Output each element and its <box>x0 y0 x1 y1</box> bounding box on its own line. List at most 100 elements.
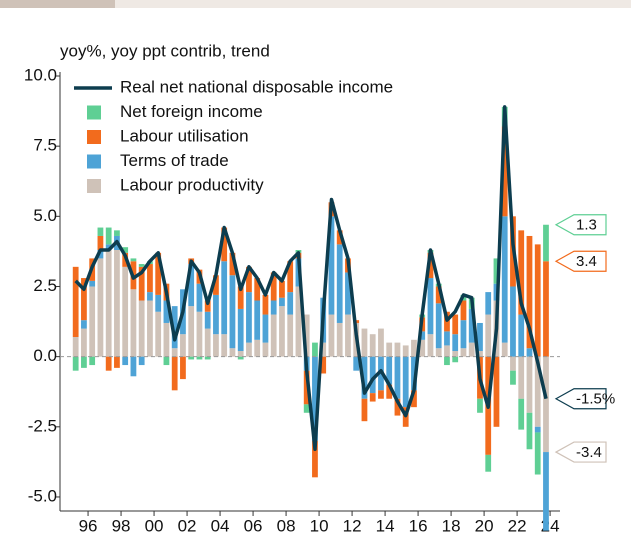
bar <box>196 356 203 360</box>
bar <box>518 398 525 430</box>
bar <box>196 283 203 312</box>
bar <box>122 356 129 366</box>
legend-label: Net foreign income <box>120 102 263 121</box>
bar <box>534 356 541 427</box>
bar <box>270 314 277 357</box>
bar <box>435 348 442 357</box>
bar <box>295 286 302 357</box>
bar <box>493 258 500 284</box>
bar <box>171 356 178 391</box>
bar <box>147 264 153 293</box>
bar <box>221 227 228 262</box>
end-tag-label: -1.5% <box>576 391 615 408</box>
bar <box>213 294 219 335</box>
bar <box>72 356 79 371</box>
bar <box>72 337 79 357</box>
bar <box>526 348 533 357</box>
bar <box>287 314 294 357</box>
bar <box>452 334 459 352</box>
end-tag <box>554 214 607 236</box>
y-tick-label: -5.0 <box>28 486 57 505</box>
bar <box>147 292 153 301</box>
bar <box>188 356 195 360</box>
bar <box>460 348 467 357</box>
bar <box>411 390 417 408</box>
bar <box>204 300 211 312</box>
bar <box>246 266 252 293</box>
bar <box>353 356 360 371</box>
bar <box>369 334 376 357</box>
bar <box>510 286 516 357</box>
bar <box>237 356 244 360</box>
bar <box>402 356 409 408</box>
bar <box>303 404 310 413</box>
bar <box>229 348 236 357</box>
bar <box>114 250 120 357</box>
bar <box>444 331 450 346</box>
bar <box>328 314 335 357</box>
bar <box>427 278 434 335</box>
bar <box>254 300 261 340</box>
bar <box>303 370 310 405</box>
x-tick-label: 18 <box>442 516 461 535</box>
bar <box>394 356 401 399</box>
bar <box>378 328 384 357</box>
bar <box>427 252 434 279</box>
bar <box>543 356 549 453</box>
bar <box>386 384 393 399</box>
bar <box>303 314 310 357</box>
bar <box>435 303 442 349</box>
bar <box>114 356 120 368</box>
bar <box>369 356 376 394</box>
bar <box>534 432 541 475</box>
bar <box>81 356 87 368</box>
bar <box>262 342 269 357</box>
bar <box>97 235 104 250</box>
end-tag-label: -3.4 <box>576 444 602 461</box>
bar <box>270 300 277 315</box>
bar <box>460 320 467 349</box>
x-tick-label: 12 <box>343 516 362 535</box>
bar <box>477 351 483 357</box>
line <box>74 105 548 452</box>
x-tick-label: 22 <box>508 516 527 535</box>
bar <box>221 334 228 357</box>
bar <box>237 308 244 352</box>
bar <box>81 328 87 357</box>
x-tick-label: 20 <box>475 516 494 535</box>
bar <box>526 356 533 413</box>
legend-swatch <box>87 130 101 144</box>
legend-swatch <box>87 105 101 120</box>
bar <box>270 272 277 301</box>
bar <box>386 342 393 357</box>
bar <box>485 454 492 472</box>
bar <box>411 356 417 391</box>
bar <box>361 398 368 422</box>
y-tick-label: 5.0 <box>33 206 57 225</box>
bar <box>163 300 170 323</box>
bar <box>452 356 459 363</box>
bar <box>336 244 343 323</box>
y-tick-label: -2.5 <box>28 416 57 435</box>
bar <box>279 297 285 307</box>
bar <box>279 306 285 357</box>
bar <box>114 230 120 236</box>
bar <box>81 278 87 321</box>
bar <box>312 342 318 357</box>
bar <box>130 258 137 262</box>
x-tick-label: 02 <box>178 516 197 535</box>
end-tag <box>554 250 607 272</box>
bar <box>468 342 475 357</box>
bar <box>155 252 162 295</box>
bar <box>452 351 459 357</box>
bar <box>501 342 508 357</box>
bar <box>336 322 343 357</box>
bar <box>543 224 549 262</box>
bar <box>468 308 475 343</box>
bar <box>518 314 525 357</box>
bar <box>279 280 285 298</box>
legend-swatch <box>87 154 101 169</box>
bar <box>312 440 318 478</box>
x-tick-label: 96 <box>79 516 98 535</box>
bar <box>237 286 244 309</box>
